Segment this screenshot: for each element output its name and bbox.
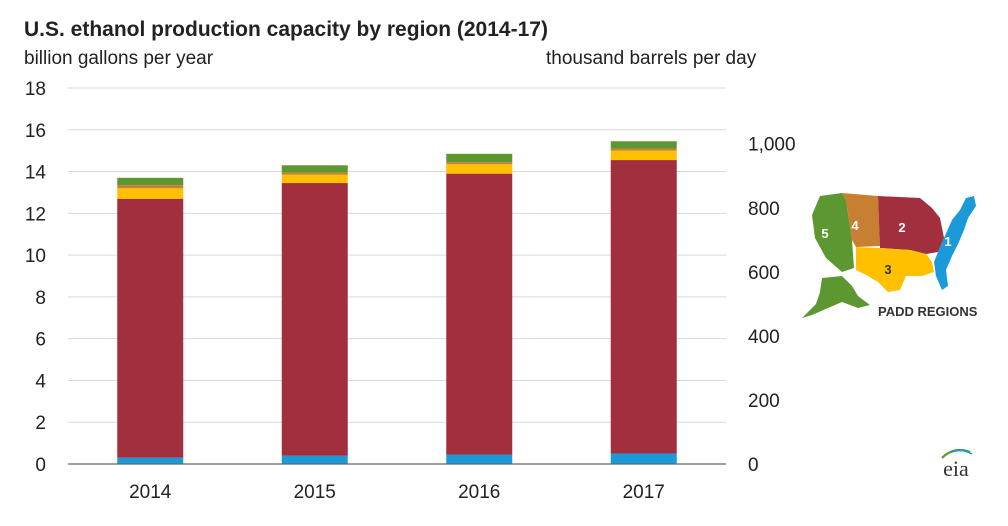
bar-segment-2015-padd-4 xyxy=(281,172,348,175)
bar-segment-2017-padd-2 xyxy=(610,160,677,454)
bar-segment-2014-padd-1 xyxy=(117,457,184,464)
right-axis-unit-label: thousand barrels per day xyxy=(546,48,757,69)
bar-segment-2017-padd-4 xyxy=(610,148,677,151)
bar-segment-2016-padd-4 xyxy=(446,162,513,165)
y-tick-label: 14 xyxy=(25,163,47,184)
axes: 0 2 4 6 8 10 12 14 16 18 0 200 400 600 800 1,000 2014 201… xyxy=(25,79,796,503)
y-tick-label: 8 xyxy=(35,288,46,309)
x-tick-label: 2014 xyxy=(129,482,172,503)
bar-segment-2014-padd-5 xyxy=(117,177,184,186)
y-tick-label: 18 xyxy=(25,79,46,100)
eia-logo: eia xyxy=(941,448,973,481)
bar-segment-2016-padd-2 xyxy=(446,173,513,455)
bar-segment-2014-padd-3 xyxy=(117,188,184,199)
padd-regions-label: PADD REGIONS xyxy=(878,304,978,319)
bar-segment-2017-padd-5 xyxy=(610,141,677,149)
y-tick-label: 16 xyxy=(25,121,46,142)
y-right-tick-label: 1,000 xyxy=(748,135,796,156)
bar-segment-2014-padd-4 xyxy=(117,185,184,189)
y-right-tick-label: 600 xyxy=(748,263,780,284)
y-right-tick-label: 400 xyxy=(748,327,780,348)
bar-segment-2015-padd-5 xyxy=(281,165,348,173)
bar-segment-2016-padd-3 xyxy=(446,164,513,174)
y-right-tick-label: 0 xyxy=(748,455,759,476)
bar-segment-2016-padd-5 xyxy=(446,153,513,163)
y-tick-label: 2 xyxy=(35,413,46,434)
y-tick-label: 0 xyxy=(35,455,46,476)
left-axis-unit-label: billion gallons per year xyxy=(24,48,214,69)
x-tick-label: 2015 xyxy=(294,482,336,503)
bar-segment-2014-padd-2 xyxy=(117,198,184,458)
bar-segment-2015-padd-2 xyxy=(281,183,348,456)
y-tick-label: 4 xyxy=(35,371,46,392)
bar-segment-2016-padd-1 xyxy=(446,454,513,464)
x-tick-label: 2017 xyxy=(623,482,665,503)
y-tick-label: 6 xyxy=(35,330,46,351)
eia-logo-text: eia xyxy=(943,456,969,481)
x-tick-label: 2016 xyxy=(458,482,500,503)
y-tick-label: 12 xyxy=(25,204,46,225)
y-tick-label: 10 xyxy=(25,246,46,267)
bar-segment-2017-padd-1 xyxy=(610,453,677,464)
y-right-tick-label: 800 xyxy=(748,199,780,220)
bars xyxy=(117,141,677,464)
bar-segment-2015-padd-3 xyxy=(281,174,348,184)
bar-segment-2015-padd-1 xyxy=(281,455,348,464)
bar-segment-2017-padd-3 xyxy=(610,150,677,161)
y-right-tick-label: 200 xyxy=(748,391,780,412)
chart-title: U.S. ethanol production capacity by regi… xyxy=(24,18,548,41)
